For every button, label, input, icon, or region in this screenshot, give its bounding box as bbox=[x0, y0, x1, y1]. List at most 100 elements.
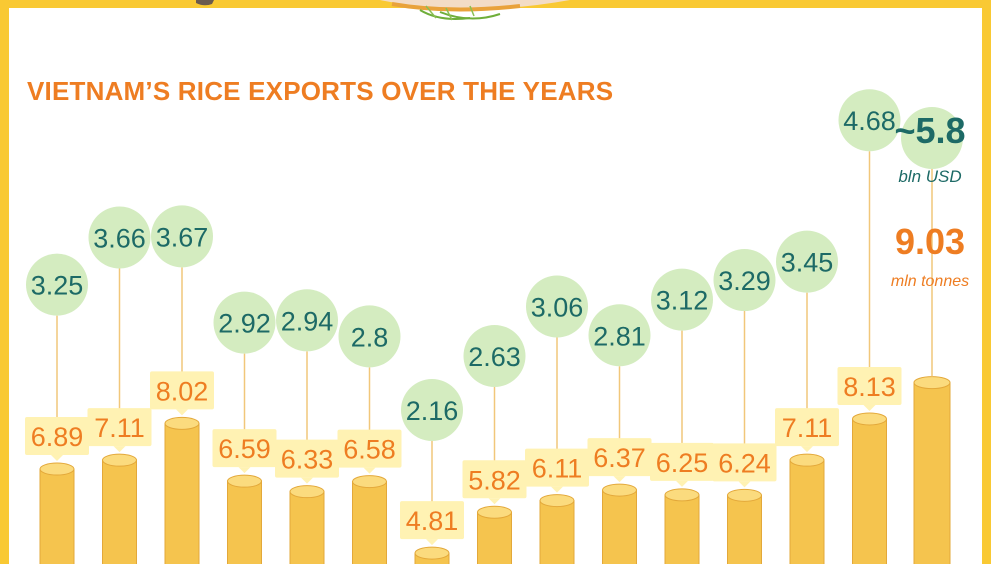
tonnes-value-label: 6.24 bbox=[718, 448, 771, 478]
usd-highlight-value: ~5.8 bbox=[894, 110, 965, 151]
bar-body bbox=[602, 489, 637, 564]
tonnes-label-pointer bbox=[676, 480, 688, 487]
tonnes-label-box bbox=[650, 442, 714, 481]
bar-top-cap bbox=[789, 453, 825, 467]
tonnes-label-box bbox=[837, 366, 902, 405]
tonnes-value-label: 6.89 bbox=[31, 422, 84, 452]
usd-bubble: 3.06 bbox=[526, 275, 588, 338]
bar-tonnes bbox=[602, 483, 637, 564]
tonnes-label: 8.13 bbox=[837, 366, 902, 411]
tonnes-value-label: 6.59 bbox=[218, 434, 271, 464]
usd-value-label: 3.12 bbox=[656, 286, 709, 316]
tonnes-label: 6.59 bbox=[212, 429, 277, 474]
tonnes-value-label: 7.11 bbox=[782, 413, 833, 443]
rice-plate-illustration bbox=[380, 0, 570, 21]
tonnes-label-pointer bbox=[738, 481, 751, 488]
usd-bubble: 2.63 bbox=[463, 324, 526, 387]
bar-body bbox=[352, 481, 387, 564]
usd-value-label: 3.25 bbox=[31, 271, 84, 301]
usd-bubble-circle bbox=[526, 275, 588, 338]
usd-bubble-circle bbox=[463, 324, 526, 387]
usd-value-label: 2.63 bbox=[468, 342, 521, 372]
tonnes-label-box bbox=[150, 371, 214, 410]
bar-top-cap bbox=[539, 494, 575, 508]
tonnes-label-pointer bbox=[113, 446, 126, 453]
bar-body bbox=[539, 500, 575, 564]
bar-top-cap bbox=[602, 483, 637, 497]
tonnes-label: 4.81 bbox=[400, 501, 464, 546]
bar-body bbox=[913, 382, 951, 564]
tonnes-label: 5.82 bbox=[462, 460, 527, 505]
usd-bubble-circle bbox=[838, 89, 901, 152]
tonnes-label-pointer bbox=[801, 446, 813, 453]
tonnes-unit-label: mln tonnes bbox=[891, 273, 969, 290]
tonnes-label-box bbox=[400, 501, 464, 540]
usd-bubble: 2.92 bbox=[213, 291, 276, 354]
usd-value-label: 4.68 bbox=[843, 106, 896, 136]
tonnes-label: 6.33 bbox=[275, 439, 339, 484]
bar-body bbox=[39, 468, 75, 564]
tonnes-label-box bbox=[212, 429, 277, 468]
usd-bubble-circle bbox=[151, 205, 213, 268]
hand-illustration bbox=[196, 0, 214, 6]
bar-tonnes bbox=[727, 488, 762, 564]
usd-bubble: 3.67 bbox=[151, 205, 213, 268]
bar-top-cap bbox=[39, 462, 75, 476]
usd-bubble-circle bbox=[213, 291, 276, 354]
bar-top-cap bbox=[414, 546, 450, 560]
tonnes-label: 6.11 bbox=[525, 448, 589, 493]
usd-value-label: 3.66 bbox=[93, 224, 146, 254]
bar-body bbox=[727, 494, 762, 564]
usd-bubble-circle bbox=[88, 206, 151, 269]
tonnes-label-box bbox=[587, 438, 652, 477]
tonnes-label-box bbox=[462, 460, 527, 499]
bar-tonnes bbox=[477, 505, 512, 564]
tonnes-label-pointer bbox=[613, 476, 626, 483]
tonnes-label-pointer bbox=[176, 409, 188, 416]
tonnes-label: 7.11 bbox=[87, 408, 152, 453]
usd-bubble-circle bbox=[901, 107, 963, 169]
tonnes-label-pointer bbox=[51, 455, 63, 462]
bar-tonnes bbox=[227, 474, 262, 564]
tonnes-label-box bbox=[337, 429, 402, 468]
usd-bubble bbox=[901, 107, 963, 169]
tonnes-label-pointer bbox=[363, 467, 376, 474]
tonnes-value-label: 4.81 bbox=[406, 506, 459, 536]
tonnes-label-box bbox=[525, 448, 589, 487]
bar-top-cap bbox=[352, 475, 387, 489]
usd-value-label: 2.92 bbox=[218, 309, 271, 339]
bar-tonnes bbox=[39, 462, 75, 564]
tonnes-label-box bbox=[275, 439, 339, 478]
usd-bubble: 3.12 bbox=[651, 268, 713, 331]
usd-bubble-circle bbox=[776, 230, 838, 293]
usd-bubble-circle bbox=[401, 379, 463, 441]
frame-right-border bbox=[982, 0, 991, 564]
usd-value-label: 2.16 bbox=[406, 396, 459, 426]
tonnes-value-label: 6.33 bbox=[281, 445, 334, 475]
tonnes-label-pointer bbox=[863, 404, 876, 411]
usd-value-label: 3.06 bbox=[531, 293, 584, 323]
bar-body bbox=[477, 511, 512, 564]
usd-bubble-circle bbox=[338, 305, 401, 368]
bar-top-cap bbox=[913, 376, 951, 390]
tonnes-label-box bbox=[25, 417, 89, 456]
tonnes-label-box bbox=[775, 408, 839, 447]
bar-tonnes bbox=[664, 488, 700, 564]
tonnes-label: 6.37 bbox=[587, 438, 652, 483]
tonnes-value-label: 6.25 bbox=[656, 448, 709, 478]
frame-left-border bbox=[0, 0, 9, 564]
bar-body bbox=[289, 491, 325, 564]
usd-bubble: 2.16 bbox=[401, 379, 463, 441]
bar-tonnes bbox=[913, 376, 951, 564]
usd-bubble-circle bbox=[651, 268, 713, 331]
tonnes-label-pointer bbox=[551, 486, 563, 493]
tonnes-value-label: 6.37 bbox=[593, 443, 646, 473]
tonnes-label-pointer bbox=[301, 477, 313, 484]
usd-value-label: 3.29 bbox=[718, 266, 771, 296]
tonnes-value-label: 6.11 bbox=[532, 454, 583, 484]
usd-value-label: 2.94 bbox=[281, 306, 334, 336]
tonnes-label-pointer bbox=[238, 467, 251, 474]
tonnes-label: 8.02 bbox=[150, 371, 214, 416]
